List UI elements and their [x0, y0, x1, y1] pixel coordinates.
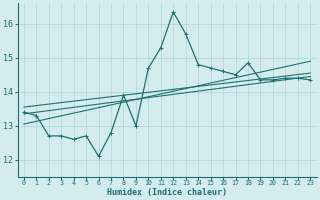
X-axis label: Humidex (Indice chaleur): Humidex (Indice chaleur) [107, 188, 227, 197]
